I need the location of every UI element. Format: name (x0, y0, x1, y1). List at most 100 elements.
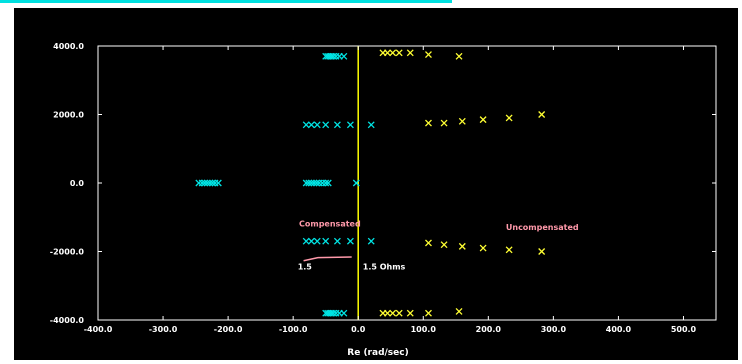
data-point-stroke (307, 121, 315, 129)
data-point (505, 114, 513, 122)
data-point-stroke (313, 121, 321, 129)
data-point-stroke (389, 49, 397, 57)
data-point-stroke (324, 179, 332, 187)
data-point-stroke (425, 239, 432, 247)
annotation-label: 1.5 (298, 263, 313, 272)
data-point (458, 117, 466, 125)
annotation-arrow (303, 256, 352, 262)
data-point (324, 179, 332, 187)
data-point-stroke (384, 309, 391, 317)
data-points (195, 49, 546, 317)
data-point-stroke (406, 309, 414, 317)
data-point-stroke (458, 117, 466, 125)
data-point-stroke (406, 49, 414, 57)
data-point-stroke (203, 179, 211, 187)
data-point-stroke (395, 49, 403, 57)
data-point (479, 116, 487, 124)
data-point (206, 179, 214, 187)
annotation-label: 1.5 Ohms (363, 263, 406, 272)
data-point-stroke (330, 52, 337, 60)
data-point-stroke (395, 309, 403, 317)
data-point (538, 111, 546, 118)
x-tick-label: 0.0 (351, 325, 366, 334)
data-point-stroke (340, 52, 348, 60)
data-point (346, 237, 354, 245)
annotation-label: Compensated (299, 219, 361, 228)
x-tick-label: 500.0 (671, 325, 697, 334)
data-point (307, 121, 315, 129)
data-point (440, 241, 448, 249)
data-point (389, 49, 397, 57)
data-point (367, 121, 375, 129)
annotations: Compensated Uncompensated 1.5 1.5 Ohms (298, 219, 579, 271)
data-point (330, 52, 337, 60)
root-locus-chart: -400.0 -300.0 -200.0 -100.0 0.0 100.0 200.0 300… (14, 8, 738, 360)
data-point-stroke (322, 179, 330, 187)
data-point (346, 121, 354, 129)
data-point (322, 179, 330, 187)
x-tick-label: 100.0 (411, 325, 437, 334)
data-point-stroke (479, 244, 487, 252)
window-top-accent (0, 0, 452, 3)
data-point (302, 121, 310, 129)
data-point (195, 179, 203, 187)
data-point-stroke (538, 111, 546, 118)
data-point (214, 179, 222, 187)
data-point (310, 179, 318, 187)
data-point-stroke (313, 179, 321, 187)
y-tick-label: -2000.0 (50, 248, 85, 257)
data-point-stroke (322, 237, 330, 245)
data-point-stroke (425, 51, 432, 59)
data-point-stroke (333, 237, 341, 245)
data-point (352, 179, 360, 187)
data-point-stroke (505, 114, 513, 122)
data-point (455, 52, 463, 60)
y-tick-label: -4000.0 (50, 316, 85, 325)
data-point-stroke (440, 119, 448, 127)
data-point (425, 309, 432, 317)
x-tick-label: 200.0 (476, 325, 502, 334)
data-point (330, 309, 337, 317)
data-point-stroke (302, 237, 310, 245)
x-tick-label: -400.0 (84, 325, 113, 334)
data-point (198, 179, 206, 187)
data-point-stroke (425, 309, 432, 317)
data-point (322, 121, 330, 129)
data-point-stroke (367, 237, 375, 245)
data-point (425, 239, 432, 247)
data-point (455, 307, 463, 315)
x-axis-label: Re (rad/sec) (347, 348, 408, 358)
data-point-stroke (305, 179, 313, 187)
data-point-stroke (346, 237, 354, 245)
data-point (389, 309, 397, 317)
data-point-stroke (330, 309, 337, 317)
data-point (440, 119, 448, 127)
data-point-stroke (479, 116, 487, 124)
data-point-stroke (458, 242, 466, 250)
data-point-stroke (313, 237, 321, 245)
data-point (209, 179, 216, 187)
plot-axes (97, 45, 717, 321)
data-point (458, 242, 466, 250)
data-point (538, 248, 546, 255)
data-point-stroke (440, 241, 448, 249)
data-point-stroke (307, 237, 315, 245)
data-point (395, 49, 403, 57)
data-point (201, 179, 209, 187)
data-point (203, 179, 211, 187)
data-point-stroke (310, 179, 318, 187)
data-point (505, 246, 513, 254)
data-point-stroke (455, 52, 463, 60)
data-point (406, 49, 414, 57)
data-point-stroke (302, 121, 310, 129)
data-point (333, 121, 341, 129)
data-point (322, 237, 330, 245)
data-point (384, 309, 391, 317)
data-point-stroke (214, 179, 222, 187)
y-tick-label: 2000.0 (53, 111, 84, 120)
data-point (313, 121, 321, 129)
data-point (307, 179, 315, 187)
data-point-stroke (352, 179, 360, 187)
data-point (406, 309, 414, 317)
data-point (340, 52, 348, 60)
